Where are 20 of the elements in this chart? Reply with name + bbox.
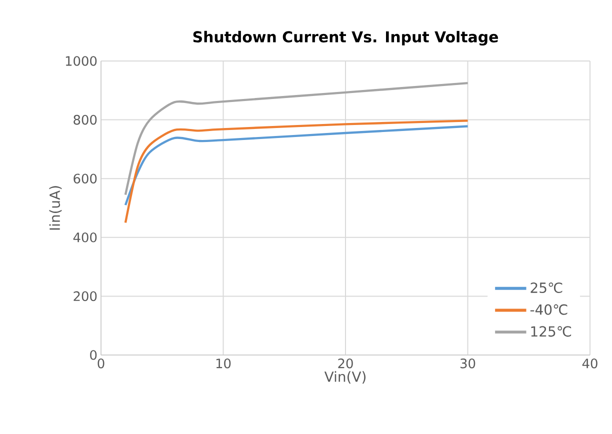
x-tick-label: 20	[338, 358, 353, 368]
y-tick-label: 600	[74, 174, 97, 184]
chart-title: Shutdown Current Vs. Input Voltage	[193, 30, 498, 46]
legend-label: 25℃	[530, 282, 562, 294]
y-axis-title: Iin(uA)	[49, 186, 62, 230]
x-tick-label: 40	[582, 358, 598, 368]
line-series	[124, 120, 469, 224]
line-series	[124, 82, 469, 196]
y-tick-label: 0	[90, 350, 97, 360]
x-tick-label: 10	[216, 358, 231, 368]
legend-label: 125℃	[531, 326, 572, 337]
legend-label: -40℃	[530, 304, 568, 315]
y-tick-label: 200	[74, 291, 97, 302]
line-series	[124, 125, 469, 206]
y-tick-label: 800	[74, 114, 97, 125]
x-tick-label: 30	[460, 358, 476, 368]
x-axis-title: Vin(V)	[324, 371, 366, 384]
y-tick-label: 1000	[66, 56, 97, 66]
y-tick-label: 400	[73, 232, 97, 242]
x-tick-label: 0	[98, 358, 104, 368]
